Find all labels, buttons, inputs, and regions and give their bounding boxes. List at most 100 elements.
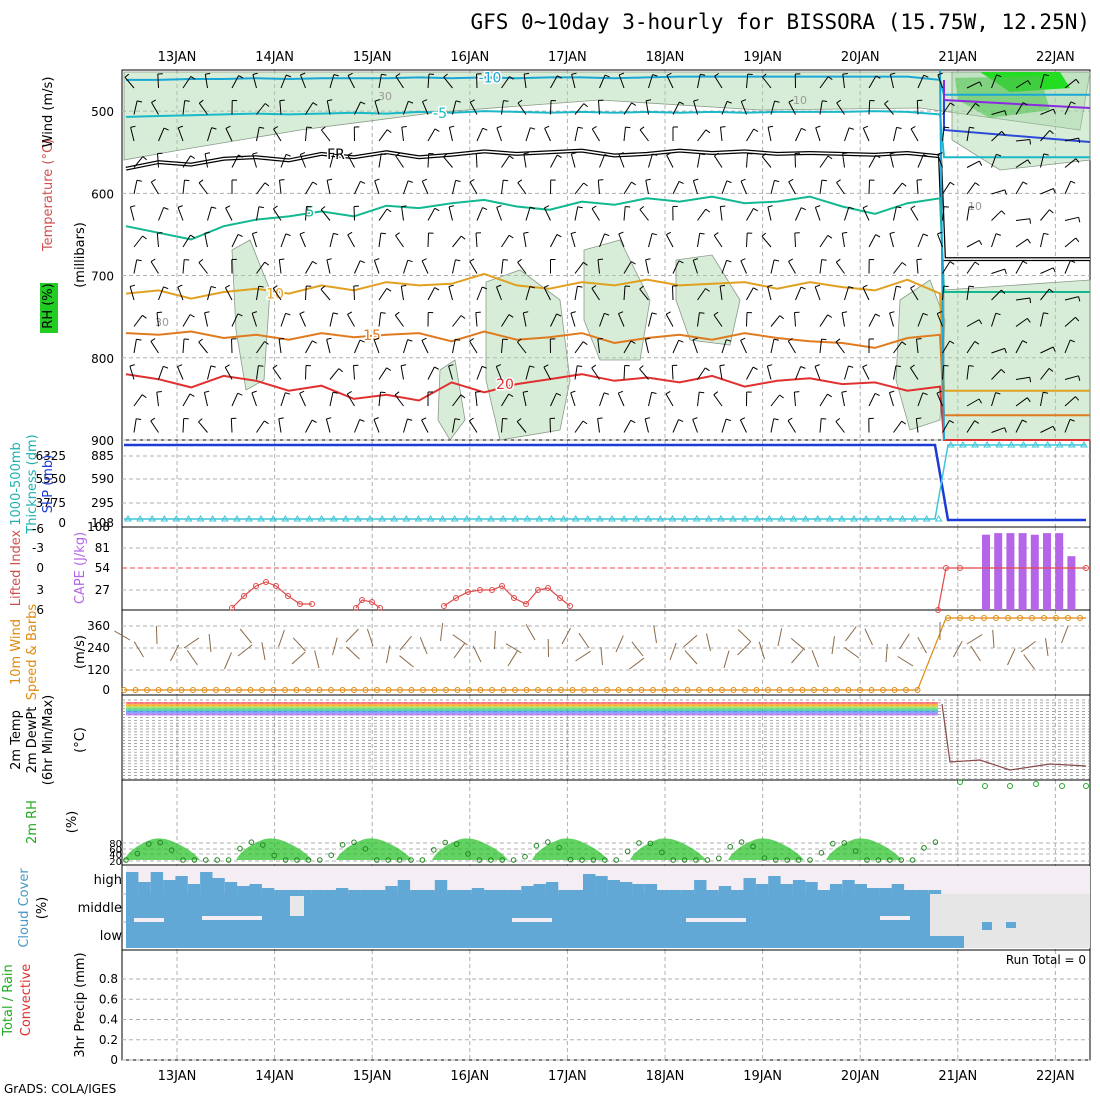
wind10-barb <box>507 650 518 667</box>
thickness-marker <box>971 441 979 448</box>
li-marker <box>377 605 383 611</box>
wind-barb <box>1064 101 1072 115</box>
wind-barb-flag <box>517 99 523 104</box>
wind-barb <box>697 233 701 248</box>
wind-barb <box>305 419 313 433</box>
wind-barb <box>915 418 919 433</box>
wind-barb <box>325 418 331 433</box>
rh2m-marker <box>681 857 688 863</box>
wind10-barb <box>440 623 444 642</box>
wind-barb <box>129 365 135 380</box>
wind-barb <box>256 206 260 221</box>
wind-barb <box>639 129 649 142</box>
cloud-high-cell <box>126 872 139 894</box>
wind-barb <box>991 268 1005 274</box>
wind-barb-flag <box>129 364 135 367</box>
wind-barb <box>427 208 436 221</box>
thickness-marker <box>777 515 786 522</box>
wind-barb-flag <box>726 100 732 104</box>
wind-barb-flag <box>779 394 784 399</box>
wind-barb-flag <box>752 366 758 370</box>
wind-barb-flag <box>618 311 624 315</box>
cloud-high-cell <box>644 884 658 894</box>
wind-barb <box>597 339 600 354</box>
wind-barb <box>893 127 898 142</box>
wind-barb-flag <box>678 260 684 264</box>
wind-barb <box>501 339 504 354</box>
cloud-gap <box>290 896 304 916</box>
isotherm-line <box>125 373 1090 441</box>
date-label-bottom: 19JAN <box>743 1069 782 1084</box>
wind-barb <box>469 340 478 354</box>
wind-barb <box>476 366 483 380</box>
wind-barb <box>893 182 903 195</box>
wind-barb <box>746 232 748 248</box>
wind-barb <box>378 233 382 248</box>
wind-barb <box>761 235 772 248</box>
wind-barb-flag <box>699 391 705 394</box>
wind-barb <box>329 368 340 380</box>
wind-barb-flag <box>597 417 603 420</box>
wind-barb <box>1040 392 1044 407</box>
wind-barb-flag <box>338 368 344 373</box>
thickness-marker <box>898 515 907 522</box>
wind-barb-flag <box>320 206 326 210</box>
thickness-marker <box>257 515 265 522</box>
wind-barb <box>574 365 578 380</box>
wind10-barb <box>237 644 253 657</box>
wind-barb <box>133 394 143 407</box>
cloud-high-cell <box>261 888 275 894</box>
wind-barb <box>991 289 1002 301</box>
wind-barb <box>133 235 143 248</box>
cloud-high-cell <box>471 888 485 894</box>
wind-barb-flag <box>910 364 915 369</box>
wind-barb <box>476 127 484 142</box>
wind-barb <box>525 286 531 301</box>
rh-area <box>895 279 946 431</box>
date-label-top: 13JAN <box>158 50 197 65</box>
wind-barb-flag <box>264 341 269 345</box>
wind-marker <box>1017 615 1023 621</box>
wind-barb <box>1040 130 1051 142</box>
wind-barb <box>525 206 531 221</box>
cloud-high-cell <box>224 882 238 894</box>
wind-barb <box>421 340 429 354</box>
cloud-gap <box>880 916 910 920</box>
wind-barb-flag <box>974 182 980 187</box>
wind-barb <box>665 234 674 248</box>
wind-barb-flag <box>177 284 183 288</box>
wind-barb <box>207 127 213 142</box>
wind10-barb <box>885 643 888 663</box>
wind-barb <box>525 127 531 142</box>
wind-barb <box>443 76 453 89</box>
cloud-low-cell <box>982 922 992 930</box>
wind-barb-flag <box>835 418 841 422</box>
rh2m-marker <box>761 855 768 861</box>
wind-barb-flag <box>443 153 448 158</box>
wind-barb-flag <box>848 127 854 130</box>
wind-barb <box>574 182 584 195</box>
wind-barb <box>739 419 747 433</box>
wind-barb-flag <box>359 339 365 343</box>
wind-barb <box>130 127 135 142</box>
wind-barb-flag <box>1026 318 1031 323</box>
wind-barb <box>794 232 796 248</box>
wind-barb <box>403 101 409 115</box>
wind-barb-flag <box>407 418 413 421</box>
wind-barb-flag <box>285 312 291 316</box>
wind-barb <box>133 339 137 354</box>
wind-barb-flag <box>889 152 896 155</box>
thickness-marker <box>765 515 774 522</box>
cloud-high-cell <box>422 890 435 894</box>
thickness-marker <box>789 515 798 522</box>
wind-barb <box>966 239 980 248</box>
wind-barb <box>251 392 257 407</box>
rh2m-marker <box>590 857 597 863</box>
wind-barb-flag <box>130 125 136 128</box>
wind-barb <box>835 341 845 354</box>
wind-barb-flag <box>726 339 732 342</box>
wind-barb <box>207 365 212 380</box>
thickness-marker <box>535 515 544 522</box>
wind-barb <box>618 233 625 248</box>
wind-barb-flag <box>142 235 147 240</box>
